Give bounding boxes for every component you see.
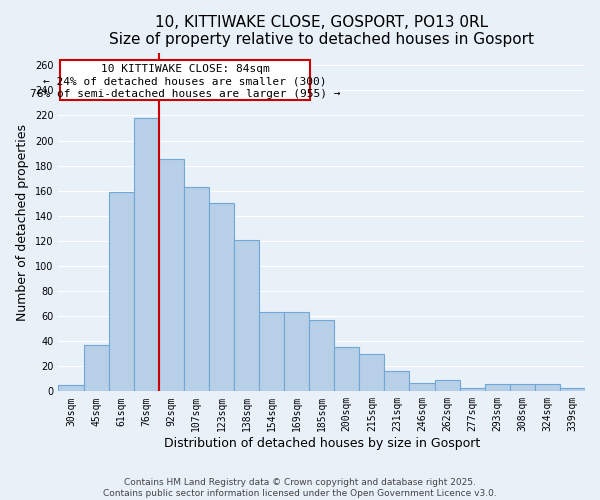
Bar <box>385 372 409 392</box>
Bar <box>209 203 234 392</box>
Bar <box>535 384 560 392</box>
Text: Contains HM Land Registry data © Crown copyright and database right 2025.
Contai: Contains HM Land Registry data © Crown c… <box>103 478 497 498</box>
Bar <box>234 240 259 392</box>
Bar <box>159 160 184 392</box>
Text: ← 24% of detached houses are smaller (300): ← 24% of detached houses are smaller (30… <box>43 76 327 86</box>
Bar <box>184 187 209 392</box>
Bar <box>460 388 485 392</box>
Bar <box>359 354 385 392</box>
Bar <box>259 312 284 392</box>
Title: 10, KITTIWAKE CLOSE, GOSPORT, PO13 0RL
Size of property relative to detached hou: 10, KITTIWAKE CLOSE, GOSPORT, PO13 0RL S… <box>109 15 534 48</box>
FancyBboxPatch shape <box>59 60 310 100</box>
Bar <box>309 320 334 392</box>
Text: 76% of semi-detached houses are larger (955) →: 76% of semi-detached houses are larger (… <box>30 89 340 99</box>
Bar <box>334 348 359 392</box>
Bar <box>109 192 134 392</box>
Text: 10 KITTIWAKE CLOSE: 84sqm: 10 KITTIWAKE CLOSE: 84sqm <box>101 64 269 74</box>
Bar <box>284 312 309 392</box>
Y-axis label: Number of detached properties: Number of detached properties <box>16 124 29 320</box>
Bar <box>434 380 460 392</box>
Bar <box>510 384 535 392</box>
Bar <box>58 385 83 392</box>
X-axis label: Distribution of detached houses by size in Gosport: Distribution of detached houses by size … <box>164 437 480 450</box>
Bar <box>83 345 109 392</box>
Bar <box>409 382 434 392</box>
Bar <box>134 118 159 392</box>
Bar <box>560 388 585 392</box>
Bar <box>485 384 510 392</box>
